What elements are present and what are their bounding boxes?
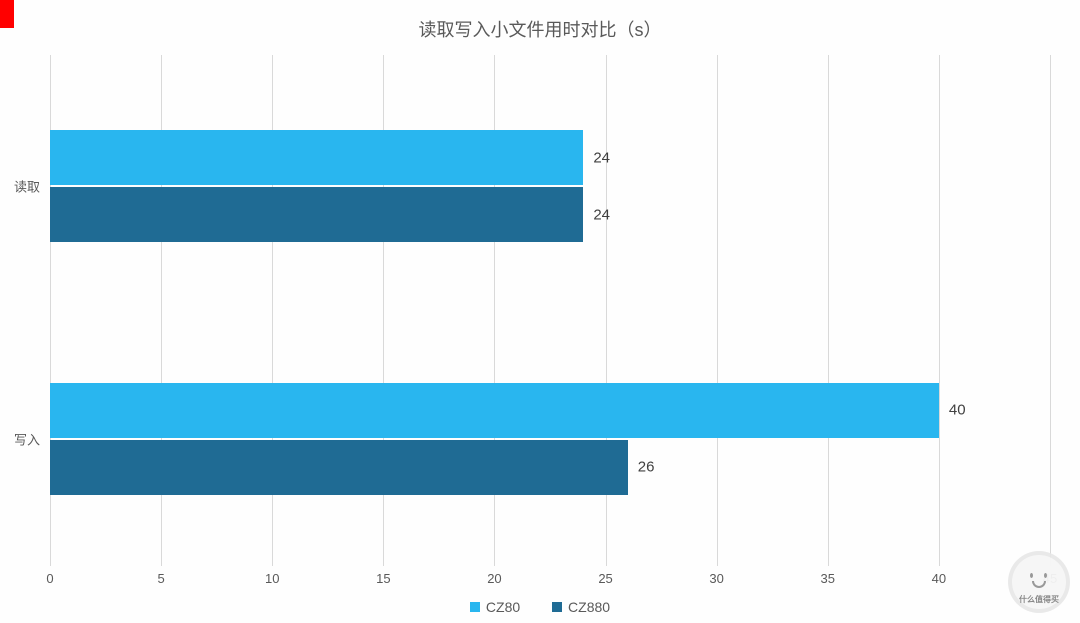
x-tick-label: 30	[709, 571, 723, 586]
category-label: 读取	[14, 177, 40, 196]
bar-cz880-1	[50, 440, 628, 495]
x-tick-label: 15	[376, 571, 390, 586]
x-tick	[50, 560, 51, 566]
grid-line	[939, 55, 940, 560]
x-tick	[272, 560, 273, 566]
grid-line	[828, 55, 829, 560]
bar-cz80-0	[50, 130, 583, 185]
bar-value-label: 40	[939, 402, 966, 419]
grid-line	[1050, 55, 1051, 560]
x-tick-label: 0	[46, 571, 53, 586]
x-tick-label: 20	[487, 571, 501, 586]
x-tick	[161, 560, 162, 566]
bar-cz80-1	[50, 383, 939, 438]
bar-value-label: 24	[583, 206, 610, 223]
watermark: 什么值得买	[1008, 551, 1070, 613]
x-tick-label: 10	[265, 571, 279, 586]
x-tick	[606, 560, 607, 566]
legend: CZ80 CZ880	[0, 599, 1080, 615]
x-tick-label: 35	[821, 571, 835, 586]
grid-line	[717, 55, 718, 560]
legend-label-cz880: CZ880	[568, 599, 610, 615]
chart-container: 读取写入小文件用时对比（s） 051015202530354045读取2424写…	[0, 0, 1080, 623]
category-label: 写入	[14, 429, 40, 448]
x-tick	[383, 560, 384, 566]
x-tick	[494, 560, 495, 566]
chart-title: 读取写入小文件用时对比（s）	[0, 16, 1080, 42]
bar-value-label: 26	[628, 459, 655, 476]
x-tick	[717, 560, 718, 566]
x-tick-label: 40	[932, 571, 946, 586]
x-tick-label: 25	[598, 571, 612, 586]
x-tick	[828, 560, 829, 566]
x-tick-label: 5	[157, 571, 164, 586]
legend-item-cz880: CZ880	[552, 599, 610, 615]
legend-item-cz80: CZ80	[470, 599, 520, 615]
x-tick	[939, 560, 940, 566]
watermark-text: 什么值得买	[1008, 594, 1070, 605]
bar-cz880-0	[50, 187, 583, 242]
legend-swatch-cz80	[470, 602, 480, 612]
legend-swatch-cz880	[552, 602, 562, 612]
legend-label-cz80: CZ80	[486, 599, 520, 615]
plot-area: 051015202530354045读取2424写入4026	[50, 55, 1050, 560]
bar-value-label: 24	[583, 149, 610, 166]
